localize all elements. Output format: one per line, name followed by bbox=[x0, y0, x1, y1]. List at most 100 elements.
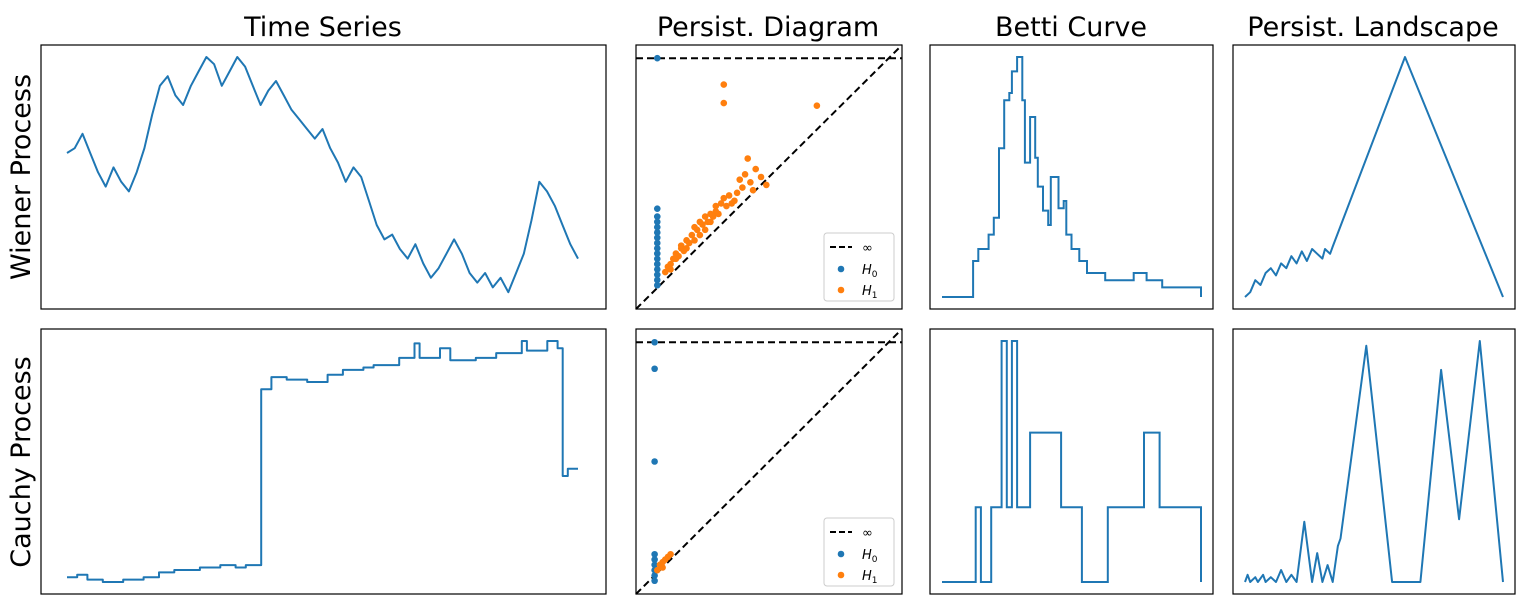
persistence-landscape-frame bbox=[1232, 44, 1516, 310]
panel-time-series-cauchy bbox=[40, 328, 607, 595]
diagonal-line bbox=[635, 328, 903, 595]
time-series-frame bbox=[40, 328, 607, 595]
legend-h1-swatch bbox=[837, 571, 845, 579]
h0-point bbox=[653, 218, 661, 226]
h0-point bbox=[653, 229, 661, 236]
persistence-diagram-frame bbox=[635, 328, 903, 595]
h1-point bbox=[683, 244, 690, 252]
h1-point bbox=[667, 550, 674, 558]
h1-point bbox=[659, 564, 666, 571]
h1-point bbox=[685, 239, 693, 247]
h1-point bbox=[707, 210, 714, 218]
h1-point bbox=[763, 181, 770, 189]
h1-point bbox=[723, 202, 730, 210]
diagonal-line bbox=[635, 44, 903, 310]
h1-point bbox=[747, 178, 754, 186]
persistence-diagram-frame bbox=[635, 44, 903, 310]
h0-point bbox=[651, 577, 658, 585]
h1-point bbox=[701, 213, 709, 220]
h1-point bbox=[715, 210, 722, 218]
h1-point bbox=[661, 268, 669, 276]
h1-point bbox=[736, 176, 744, 183]
h1-point bbox=[733, 189, 741, 197]
h1-point bbox=[731, 197, 738, 205]
betti-curve-frame bbox=[929, 328, 1214, 595]
h1-point bbox=[653, 566, 661, 574]
h1-point bbox=[675, 252, 682, 260]
row-label-wiener: Wiener Process bbox=[6, 74, 37, 280]
panel-betti-curve-wiener bbox=[929, 44, 1214, 310]
h0-point bbox=[653, 255, 661, 263]
h1-point bbox=[701, 226, 709, 234]
title-persistence-landscape: Persist. Landscape bbox=[1247, 12, 1498, 43]
legend-h1-subscript: 1 bbox=[872, 291, 878, 301]
legend-infinity-label: ∞ bbox=[862, 241, 873, 256]
h1-point bbox=[691, 237, 698, 244]
h0-point bbox=[653, 271, 661, 278]
h1-point bbox=[813, 102, 821, 110]
landscape-line bbox=[1244, 340, 1504, 583]
legend-infinity-label: ∞ bbox=[862, 526, 873, 541]
time-series-line bbox=[66, 56, 579, 294]
h0-point bbox=[651, 365, 658, 373]
h0-point bbox=[653, 205, 661, 212]
h0-point bbox=[653, 54, 661, 62]
h1-point bbox=[720, 99, 728, 107]
panel-persistence-landscape-cauchy bbox=[1232, 328, 1516, 595]
h0-point bbox=[653, 234, 661, 242]
betti-curve-line bbox=[942, 56, 1202, 298]
h1-point bbox=[741, 171, 749, 178]
h1-point bbox=[696, 231, 704, 239]
title-persistence-diagram: Persist. Diagram bbox=[657, 12, 879, 43]
h0-point bbox=[653, 260, 661, 268]
h1-point bbox=[688, 231, 696, 239]
h1-point bbox=[691, 223, 698, 231]
h0-point bbox=[653, 281, 661, 289]
betti-curve-line bbox=[942, 340, 1202, 583]
legend-h0-subscript: 0 bbox=[872, 270, 878, 280]
title-betti-curve: Betti Curve bbox=[995, 12, 1147, 43]
h1-point bbox=[757, 173, 765, 181]
h1-point bbox=[744, 155, 752, 162]
legend-h1-swatch bbox=[837, 286, 845, 294]
h1-point bbox=[720, 81, 728, 88]
h1-point bbox=[739, 184, 746, 191]
h1-point bbox=[717, 200, 725, 207]
h1-point bbox=[712, 202, 720, 210]
time-series-frame bbox=[40, 44, 607, 310]
h0-point bbox=[653, 244, 661, 252]
h0-point bbox=[653, 250, 661, 257]
h0-point bbox=[653, 239, 661, 247]
row-labels: Wiener Process Cauchy Process bbox=[6, 74, 37, 568]
legend-box bbox=[823, 517, 895, 587]
h0-point bbox=[653, 276, 661, 284]
h1-point bbox=[667, 266, 674, 273]
legend-h0-subscript: 0 bbox=[872, 555, 878, 565]
title-time-series: Time Series bbox=[243, 12, 402, 43]
h0-point bbox=[653, 223, 661, 231]
h0-point bbox=[651, 561, 658, 569]
column-titles: Time Series Persist. Diagram Betti Curve… bbox=[243, 12, 1499, 43]
h1-point bbox=[725, 192, 733, 199]
betti-curve-frame bbox=[929, 44, 1214, 310]
panel-time-series-wiener bbox=[40, 44, 607, 310]
panel-persistence-landscape-wiener bbox=[1232, 44, 1516, 310]
h0-point bbox=[653, 213, 661, 220]
h1-point bbox=[720, 194, 728, 202]
h0-point bbox=[651, 556, 658, 563]
h1-point bbox=[677, 242, 685, 249]
h0-point bbox=[651, 572, 658, 579]
h0-point bbox=[653, 266, 661, 273]
h1-point bbox=[752, 165, 759, 173]
legend-h1-subscript: 1 bbox=[872, 576, 878, 586]
legend-box bbox=[823, 232, 895, 302]
landscape-line bbox=[1244, 56, 1504, 298]
panel-betti-curve-cauchy bbox=[929, 328, 1214, 595]
h1-point bbox=[696, 218, 704, 226]
